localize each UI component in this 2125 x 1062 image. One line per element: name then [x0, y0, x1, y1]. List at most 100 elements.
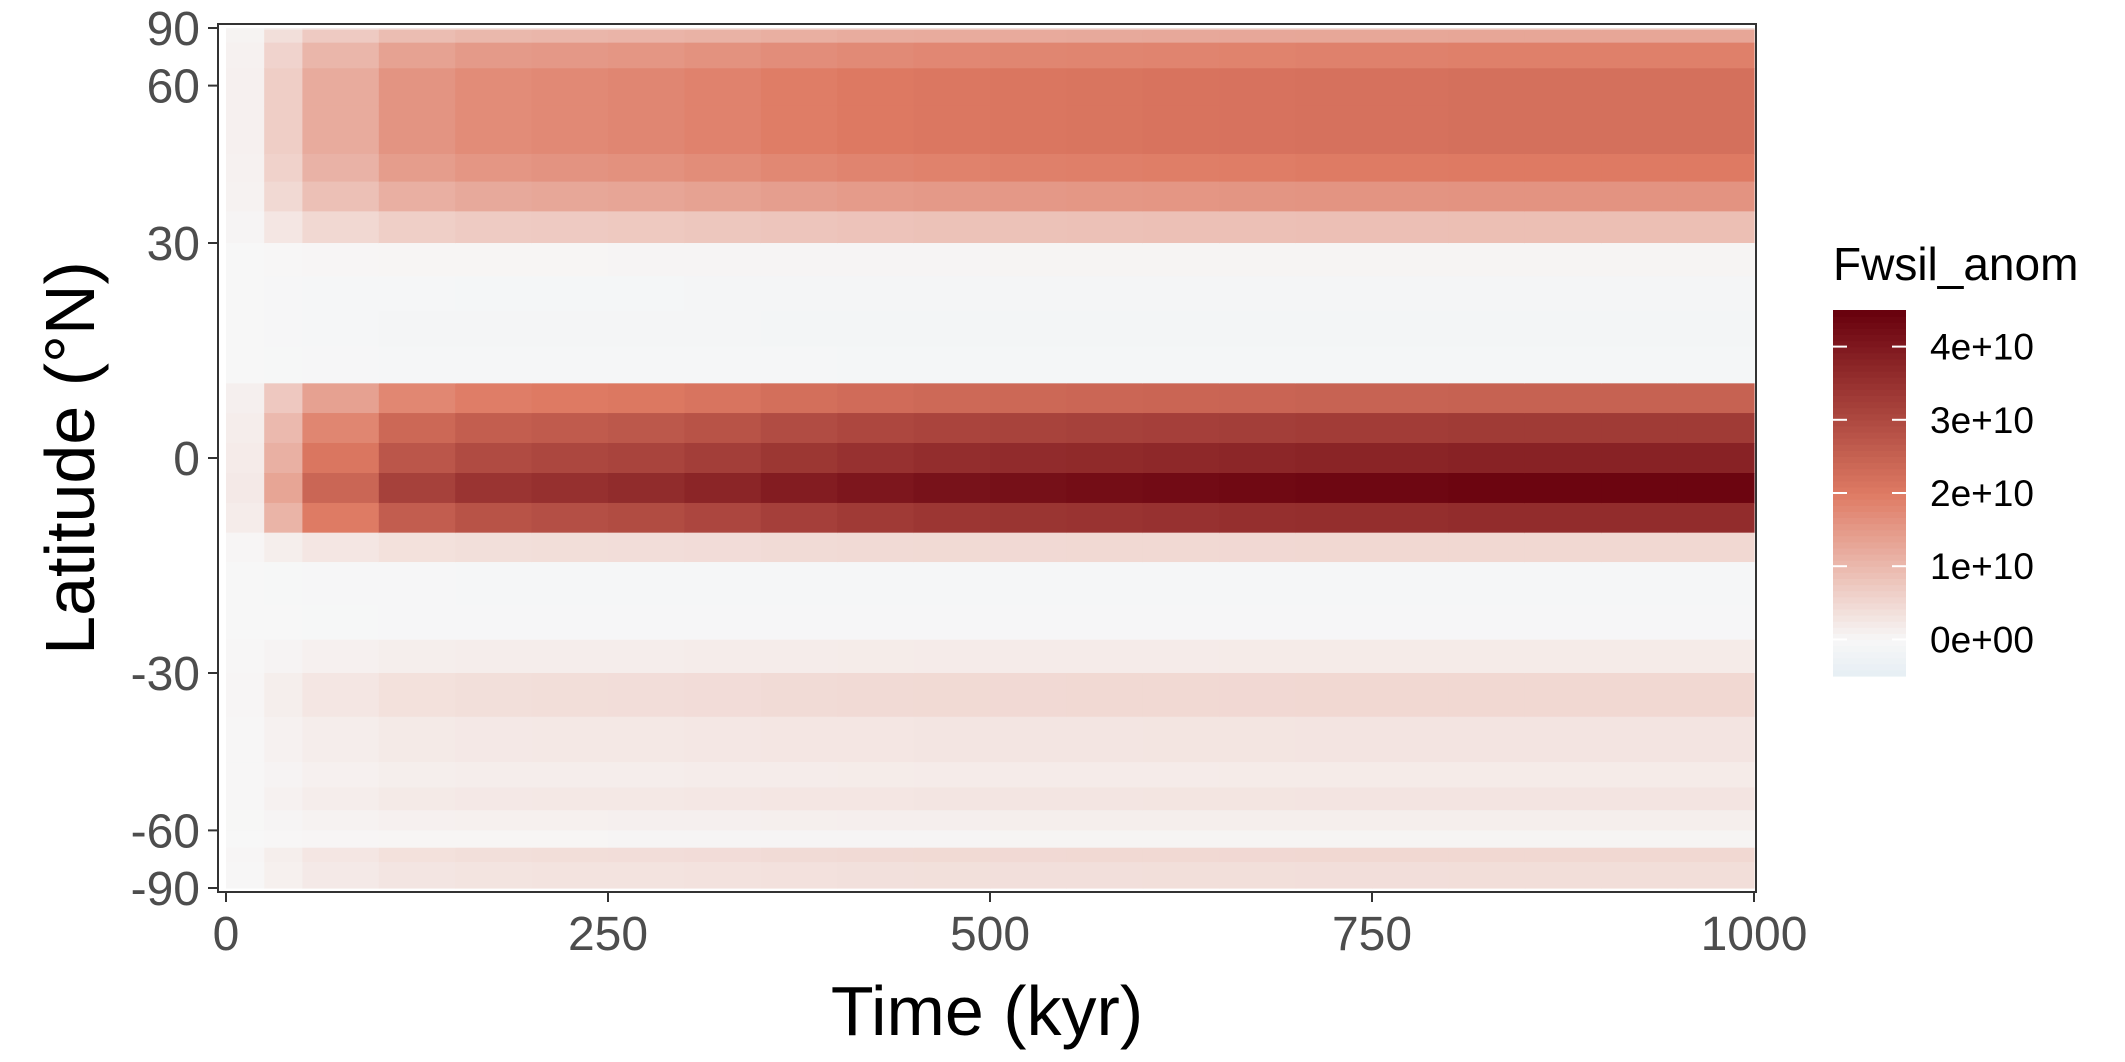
legend-swatch: [1833, 425, 1906, 433]
heatmap-cell: [378, 243, 456, 277]
legend-swatch: [1833, 590, 1906, 598]
heatmap-cell: [913, 153, 991, 183]
heatmap-cell: [1677, 243, 1755, 277]
heatmap-cell: [760, 830, 838, 849]
heatmap-cell: [1448, 605, 1526, 641]
heatmap-cell: [1601, 383, 1679, 414]
heatmap-cell: [1524, 810, 1602, 831]
heatmap-cell: [1677, 502, 1755, 534]
heatmap-cell: [531, 211, 609, 244]
heatmap-cell: [1066, 310, 1144, 348]
heatmap-cell: [608, 105, 685, 155]
heatmap-cell: [1524, 442, 1602, 474]
heatmap-cell: [1295, 716, 1373, 763]
heatmap-cell: [1448, 862, 1526, 889]
heatmap-cell: [837, 810, 915, 831]
heatmap-cell: [1066, 28, 1144, 31]
heatmap-cell: [837, 310, 915, 348]
heatmap-cell: [1677, 68, 1755, 107]
heatmap-cell: [1601, 346, 1679, 384]
heatmap-cell: [264, 243, 303, 277]
heatmap-cell: [1295, 847, 1373, 863]
heatmap-cell: [684, 442, 762, 474]
heatmap-cell: [264, 639, 303, 674]
heatmap-cell: [1448, 639, 1526, 674]
heatmap-cell: [1601, 68, 1679, 107]
heatmap-cell: [684, 243, 762, 277]
heatmap-cell: [990, 562, 1067, 606]
heatmap-cell: [1448, 29, 1526, 44]
heatmap-cell: [1066, 673, 1144, 718]
heatmap-cell: [913, 673, 991, 718]
heatmap-cell: [760, 639, 838, 674]
heatmap-cell: [1066, 29, 1144, 44]
legend-swatch: [1833, 383, 1906, 390]
heatmap-cell: [684, 346, 762, 384]
heatmap-cell: [264, 673, 303, 718]
heatmap-cell: [990, 442, 1067, 474]
heatmap-cell: [226, 211, 265, 244]
heatmap-cell: [1524, 562, 1602, 606]
legend-swatch: [1833, 499, 1906, 506]
heatmap-cell: [913, 276, 991, 312]
heatmap-cell: [1601, 105, 1679, 155]
heatmap-cell: [1219, 605, 1297, 641]
heatmap-cell: [1524, 105, 1602, 155]
heatmap-cell: [913, 105, 991, 155]
heatmap-cell: [1601, 28, 1679, 31]
heatmap-cell: [760, 762, 838, 788]
y-tick-label: 30: [147, 218, 200, 271]
heatmap-cell: [837, 716, 915, 763]
heatmap-cell: [378, 562, 456, 606]
heatmap-cell: [990, 68, 1067, 107]
heatmap-cell: [531, 442, 609, 474]
heatmap-cell: [1448, 105, 1526, 155]
legend-tick-label: 2e+10: [1930, 473, 2034, 514]
heatmap-cell: [531, 276, 609, 312]
heatmap-cell: [455, 276, 533, 312]
heatmap-cell: [226, 862, 265, 889]
heatmap-cell: [913, 383, 991, 414]
heatmap-cell: [1142, 639, 1220, 674]
heatmap-cell: [1295, 532, 1373, 563]
heatmap-cell: [760, 562, 838, 606]
heatmap-cell: [455, 639, 533, 674]
heatmap-cell: [608, 153, 685, 183]
heatmap-cell: [455, 42, 533, 69]
heatmap-cell: [1066, 442, 1144, 474]
heatmap-cell: [1066, 243, 1144, 277]
heatmap-cell: [302, 29, 380, 44]
heatmap-cell: [302, 862, 380, 889]
heatmap-cell: [1295, 42, 1373, 69]
heatmap-cell: [760, 862, 838, 889]
heatmap-cell: [990, 346, 1067, 384]
heatmap-cell: [531, 473, 609, 504]
heatmap-cell: [608, 28, 685, 31]
heatmap-cell: [684, 211, 762, 244]
heatmap-cell: [608, 716, 685, 763]
heatmap-cell: [1219, 502, 1297, 534]
heatmap-cell: [684, 639, 762, 674]
heatmap-cell: [1372, 862, 1449, 889]
heatmap-cell: [1677, 28, 1755, 31]
heatmap-cell: [1295, 473, 1373, 504]
legend-swatch: [1833, 364, 1906, 372]
heatmap-cell: [302, 181, 380, 212]
heatmap-cell: [1372, 639, 1449, 674]
heatmap-cell: [1372, 830, 1449, 849]
heatmap-cell: [684, 473, 762, 504]
heatmap-cell: [226, 810, 265, 831]
heatmap-cell: [1219, 310, 1297, 348]
heatmap-cell: [684, 532, 762, 563]
heatmap-cell: [302, 28, 380, 31]
heatmap-cell: [1142, 830, 1220, 849]
heatmap-cell: [1295, 383, 1373, 414]
heatmap-cell: [378, 847, 456, 863]
heatmap-cell: [1372, 383, 1449, 414]
heatmap-cell: [990, 153, 1067, 183]
heatmap-cell: [1677, 310, 1755, 348]
legend-swatch: [1833, 541, 1906, 549]
heatmap-cell: [913, 532, 991, 563]
heatmap-cell: [455, 830, 533, 849]
heatmap-cell: [455, 673, 533, 718]
